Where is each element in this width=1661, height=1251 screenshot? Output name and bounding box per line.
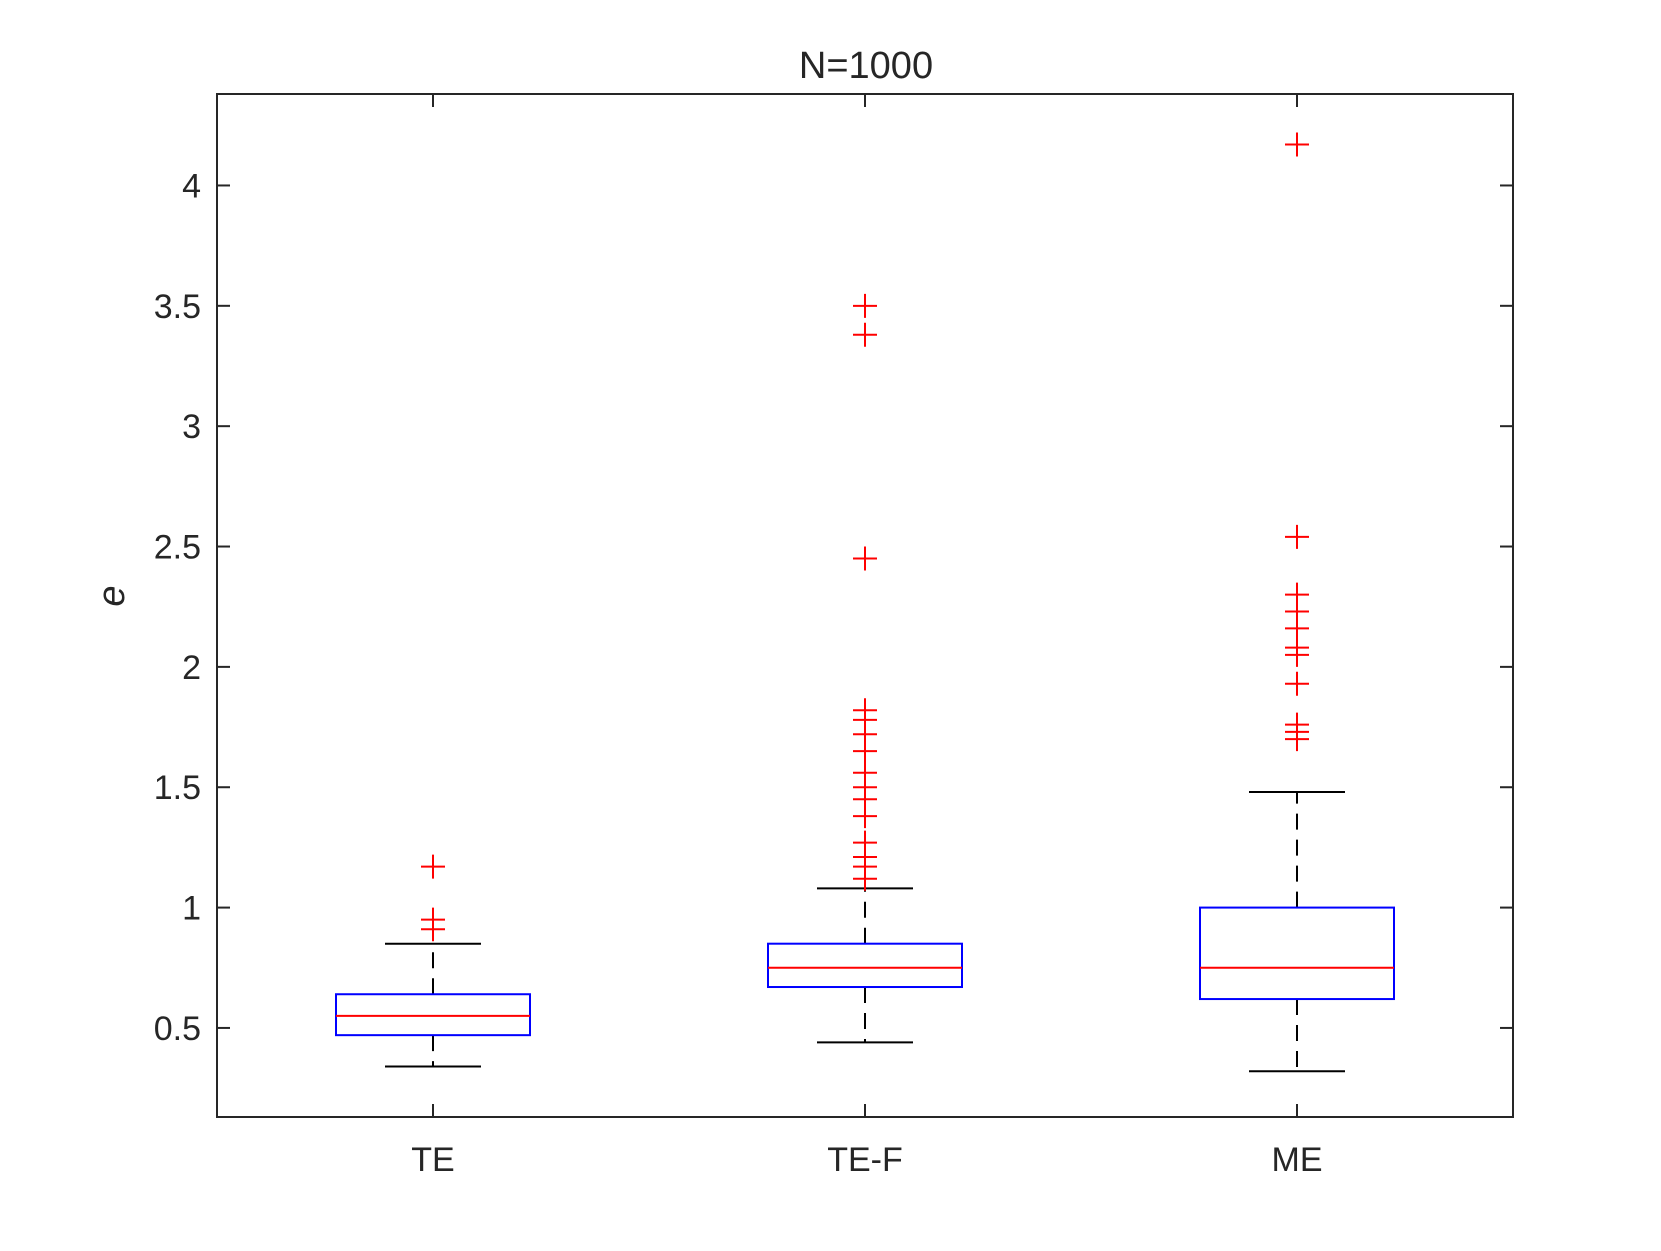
y-tick-label: 2 (182, 649, 201, 687)
y-tick-label: 3 (182, 408, 201, 446)
outlier-marker (853, 322, 877, 347)
outlier-marker (1285, 671, 1309, 696)
outlier-marker (1285, 712, 1309, 737)
outlier-marker (853, 293, 877, 318)
x-tick-label: ME (1272, 1141, 1323, 1179)
x-tick-label: TE (411, 1141, 454, 1179)
y-axis-label: e (91, 585, 133, 606)
box-iqr (335, 993, 531, 1037)
outlier-marker (1285, 132, 1309, 157)
y-tick-label: 2.5 (154, 529, 201, 567)
outlier-marker (1285, 582, 1309, 607)
outlier-marker (853, 830, 877, 855)
box-iqr (1199, 906, 1395, 1001)
y-tick-label: 3.5 (154, 288, 201, 326)
y-tick-label: 1 (182, 890, 201, 928)
outlier-marker (853, 760, 877, 785)
chart-title: N=1000 (799, 45, 933, 87)
outlier-marker (853, 698, 877, 723)
outlier-marker (421, 854, 445, 879)
y-tick-label: 1.5 (154, 769, 201, 807)
x-tick-label: TE-F (827, 1141, 903, 1179)
outlier-marker (421, 907, 445, 932)
box-iqr (767, 942, 963, 989)
y-tick-label: 0.5 (154, 1010, 201, 1048)
plot-area: 0.5 1 1.5 2 2.5 3 3.5 4 TE TE-F ME (154, 93, 1514, 1179)
y-tick-label: 4 (182, 167, 201, 205)
outlier-marker (853, 546, 877, 571)
outlier-marker (1285, 524, 1309, 549)
